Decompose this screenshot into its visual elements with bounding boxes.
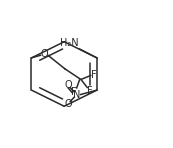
Text: F: F [71,87,76,97]
Text: O: O [65,80,72,90]
Text: N: N [73,90,80,99]
Text: O: O [40,49,48,59]
Text: O: O [65,99,72,109]
Text: F: F [91,70,97,81]
Text: H₂N: H₂N [60,38,79,48]
Text: F: F [87,86,93,96]
